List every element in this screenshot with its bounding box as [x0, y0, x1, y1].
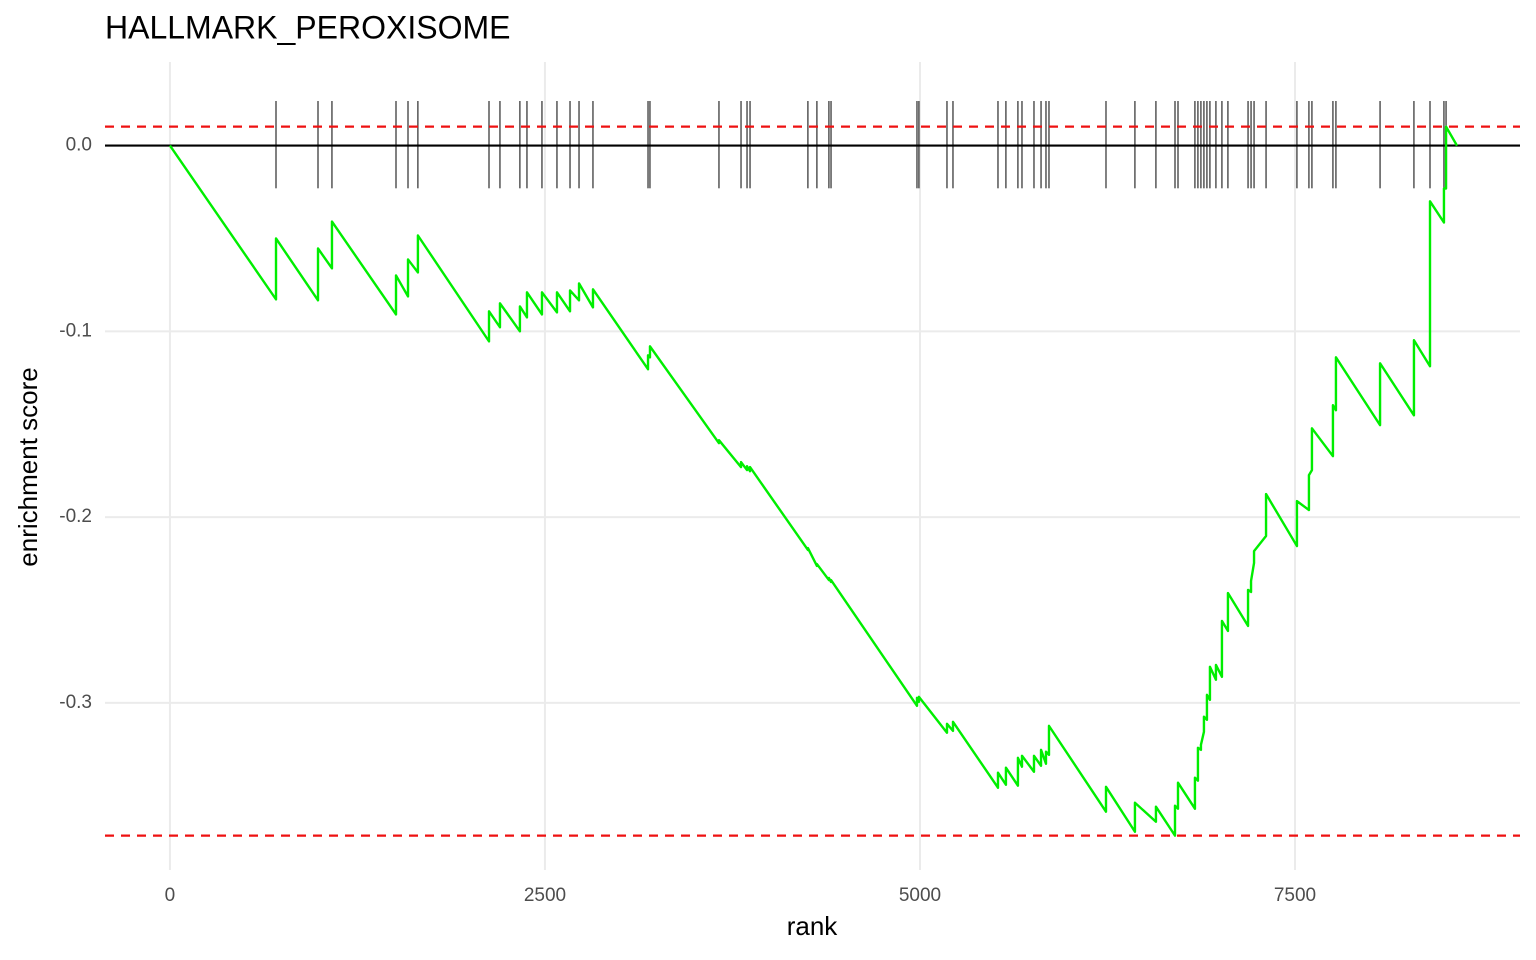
y-tick-label: 0.0 — [66, 135, 92, 156]
y-axis-label: enrichment score — [13, 367, 43, 566]
x-tick-label: 0 — [165, 885, 176, 906]
x-axis-label: rank — [787, 911, 839, 941]
x-tick-label: 5000 — [899, 885, 941, 906]
y-tick-label: -0.3 — [59, 692, 92, 713]
chart-title: HALLMARK_PEROXISOME — [105, 9, 510, 45]
es-line — [168, 125, 1459, 837]
x-tick-label: 7500 — [1274, 885, 1316, 906]
y-tick-label: -0.2 — [59, 506, 92, 527]
x-tick-label: 2500 — [524, 885, 566, 906]
y-tick-label: -0.1 — [59, 320, 92, 341]
